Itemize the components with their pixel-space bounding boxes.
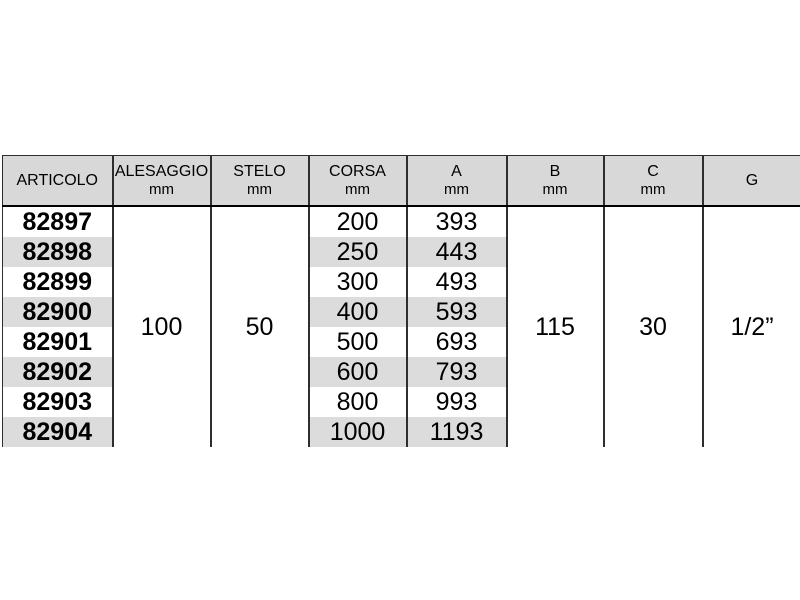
stelo-merged-cell: 50 — [210, 205, 310, 447]
column-label: B — [549, 163, 561, 181]
a-cell: 593 — [406, 296, 508, 327]
column-label: A — [451, 163, 462, 181]
a-cell: 493 — [406, 266, 508, 297]
table-row: 82897 100 50 200 393 115 30 1/2” — [2, 205, 800, 447]
table-row: 82899 300 493 — [2, 266, 800, 297]
column-label: ALESAGGIO — [114, 163, 209, 181]
b-merged-cell: 115 — [506, 205, 605, 447]
product-dimensions-table: ARTICOLO ALESAGGIO mm STELO mm CORSA mm … — [2, 155, 800, 447]
a-cell: 993 — [406, 386, 508, 417]
column-unit: mm — [444, 181, 469, 199]
corsa-cell: 1000 — [308, 416, 408, 447]
a-cell: 1193 — [406, 416, 508, 447]
column-header-g: G — [702, 155, 800, 207]
column-unit: mm — [149, 181, 174, 199]
corsa-cell: 300 — [308, 266, 408, 297]
corsa-cell: 200 — [308, 205, 408, 237]
a-cell: 693 — [406, 326, 508, 357]
table-row: 82902 600 793 — [2, 356, 800, 387]
articolo-cell: 82901 — [2, 326, 114, 357]
column-label: ARTICOLO — [16, 171, 99, 189]
header-row: ARTICOLO ALESAGGIO mm STELO mm CORSA mm … — [2, 155, 800, 207]
column-unit: mm — [542, 181, 568, 199]
articolo-cell: 82903 — [2, 386, 114, 417]
articolo-cell: 82900 — [2, 296, 114, 327]
column-header-stelo: STELO mm — [210, 155, 310, 207]
a-cell: 393 — [406, 205, 508, 237]
column-label: C — [647, 163, 659, 181]
corsa-cell: 600 — [308, 356, 408, 387]
column-header-alesaggio: ALESAGGIO mm — [112, 155, 212, 207]
column-header-corsa: CORSA mm — [308, 155, 408, 207]
column-label: STELO — [233, 163, 286, 181]
table-row: 82900 400 593 — [2, 296, 800, 327]
corsa-cell: 800 — [308, 386, 408, 417]
articolo-cell: 82898 — [2, 236, 114, 267]
column-header-a: A mm — [406, 155, 508, 207]
table-row: 82898 250 443 — [2, 236, 800, 267]
table-row: 82901 500 693 — [2, 326, 800, 357]
corsa-cell: 250 — [308, 236, 408, 267]
a-cell: 793 — [406, 356, 508, 387]
articolo-cell: 82897 — [2, 205, 114, 237]
column-header-articolo: ARTICOLO — [2, 155, 114, 207]
column-header-b: B mm — [506, 155, 605, 207]
column-label: G — [745, 171, 759, 189]
articolo-cell: 82904 — [2, 416, 114, 447]
column-unit: mm — [640, 181, 666, 199]
column-label: CORSA — [329, 163, 386, 181]
c-merged-cell: 30 — [603, 205, 704, 447]
a-cell: 443 — [406, 236, 508, 267]
corsa-cell: 500 — [308, 326, 408, 357]
g-merged-cell: 1/2” — [702, 205, 800, 447]
column-unit: mm — [345, 181, 370, 199]
corsa-cell: 400 — [308, 296, 408, 327]
table-row: 82903 800 993 — [2, 386, 800, 417]
alesaggio-merged-cell: 100 — [112, 205, 212, 447]
column-header-c: C mm — [603, 155, 704, 207]
articolo-cell: 82899 — [2, 266, 114, 297]
table-row: 82904 1000 1193 — [2, 416, 800, 447]
column-unit: mm — [247, 181, 272, 199]
articolo-cell: 82902 — [2, 356, 114, 387]
